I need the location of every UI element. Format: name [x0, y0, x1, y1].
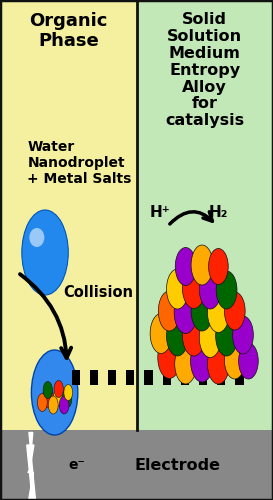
Circle shape — [191, 291, 213, 331]
FancyBboxPatch shape — [199, 370, 207, 385]
FancyBboxPatch shape — [0, 0, 136, 430]
Circle shape — [191, 245, 213, 285]
Circle shape — [64, 384, 73, 400]
Circle shape — [167, 316, 188, 356]
FancyBboxPatch shape — [0, 430, 273, 500]
Circle shape — [48, 396, 58, 414]
Polygon shape — [28, 432, 35, 500]
Text: H₂: H₂ — [209, 205, 228, 220]
Circle shape — [191, 340, 213, 382]
Circle shape — [174, 292, 197, 334]
Circle shape — [182, 266, 205, 308]
Circle shape — [167, 269, 188, 309]
Circle shape — [199, 318, 221, 358]
FancyBboxPatch shape — [162, 370, 171, 385]
Polygon shape — [27, 445, 34, 500]
Circle shape — [216, 271, 237, 309]
Text: Collision: Collision — [63, 285, 133, 300]
Circle shape — [216, 316, 238, 356]
FancyBboxPatch shape — [181, 370, 189, 385]
FancyBboxPatch shape — [72, 370, 80, 385]
Circle shape — [207, 292, 229, 333]
Circle shape — [158, 291, 180, 331]
Circle shape — [43, 382, 52, 398]
Circle shape — [233, 316, 253, 354]
Circle shape — [31, 350, 78, 435]
Circle shape — [42, 388, 53, 407]
Circle shape — [239, 343, 258, 379]
Circle shape — [158, 336, 181, 378]
Text: H⁺: H⁺ — [149, 205, 170, 220]
Circle shape — [199, 269, 221, 309]
Text: e⁻: e⁻ — [68, 458, 85, 472]
Circle shape — [182, 314, 205, 356]
Circle shape — [209, 248, 228, 284]
Circle shape — [62, 390, 72, 408]
FancyBboxPatch shape — [108, 370, 116, 385]
FancyBboxPatch shape — [90, 370, 98, 385]
Circle shape — [207, 344, 229, 384]
Text: Electrode: Electrode — [134, 458, 221, 472]
Circle shape — [150, 314, 172, 354]
FancyBboxPatch shape — [136, 0, 273, 430]
Circle shape — [224, 292, 245, 330]
Text: Organic
Phase: Organic Phase — [29, 12, 108, 50]
FancyBboxPatch shape — [235, 370, 244, 385]
Circle shape — [54, 380, 63, 398]
FancyBboxPatch shape — [144, 370, 153, 385]
Circle shape — [37, 394, 47, 411]
Text: Water
Nanodroplet
+ Metal Salts: Water Nanodroplet + Metal Salts — [27, 140, 132, 186]
Circle shape — [224, 341, 245, 379]
Circle shape — [59, 396, 69, 414]
Circle shape — [22, 210, 68, 295]
Ellipse shape — [29, 228, 44, 247]
Circle shape — [175, 248, 196, 286]
Text: Solid
Solution
Medium
Entropy
Alloy
for
catalysis: Solid Solution Medium Entropy Alloy for … — [165, 12, 244, 128]
Circle shape — [54, 386, 64, 406]
FancyBboxPatch shape — [126, 370, 134, 385]
FancyBboxPatch shape — [217, 370, 225, 385]
Circle shape — [175, 344, 197, 384]
